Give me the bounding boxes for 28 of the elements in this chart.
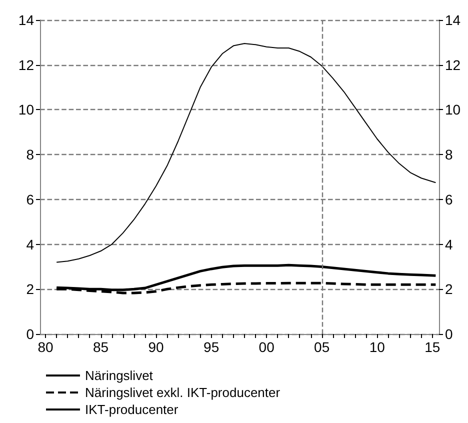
y-tick-label: 14	[18, 12, 34, 28]
x-tick-label: 95	[204, 339, 220, 355]
y-tick-label: 8	[26, 146, 34, 163]
y2-tick-label: 0	[445, 326, 453, 342]
y2-tick-label: 12	[445, 56, 461, 73]
y2-tick-label: 8	[445, 146, 453, 163]
legend-label: IKT-producenter	[85, 402, 179, 417]
line-series	[56, 43, 436, 263]
legend-label: Näringslivet	[85, 368, 154, 383]
y-tick-label: 12	[18, 56, 34, 73]
y2-tick-label: 14	[445, 12, 461, 28]
y-tick-label: 2	[26, 281, 34, 298]
y2-tick-label: 6	[445, 191, 453, 208]
y2-tick-label: 4	[445, 236, 453, 252]
x-tick-label: 80	[38, 339, 54, 355]
y-tick-label: 6	[26, 191, 34, 208]
x-tick-label: 05	[314, 339, 330, 355]
y-tick-label: 10	[18, 102, 34, 118]
x-tick-label: 90	[148, 339, 164, 355]
x-tick-label: 10	[369, 339, 386, 355]
y-tick-label: 4	[26, 236, 34, 252]
y-tick-label: 0	[26, 326, 34, 342]
x-tick-label: 15	[424, 339, 440, 355]
legend-label: Näringslivet exkl. IKT-producenter	[85, 385, 281, 400]
y2-tick-label: 2	[445, 281, 453, 298]
x-tick-label: 00	[258, 339, 275, 355]
y2-tick-label: 10	[445, 102, 461, 118]
x-tick-label: 85	[93, 339, 109, 355]
